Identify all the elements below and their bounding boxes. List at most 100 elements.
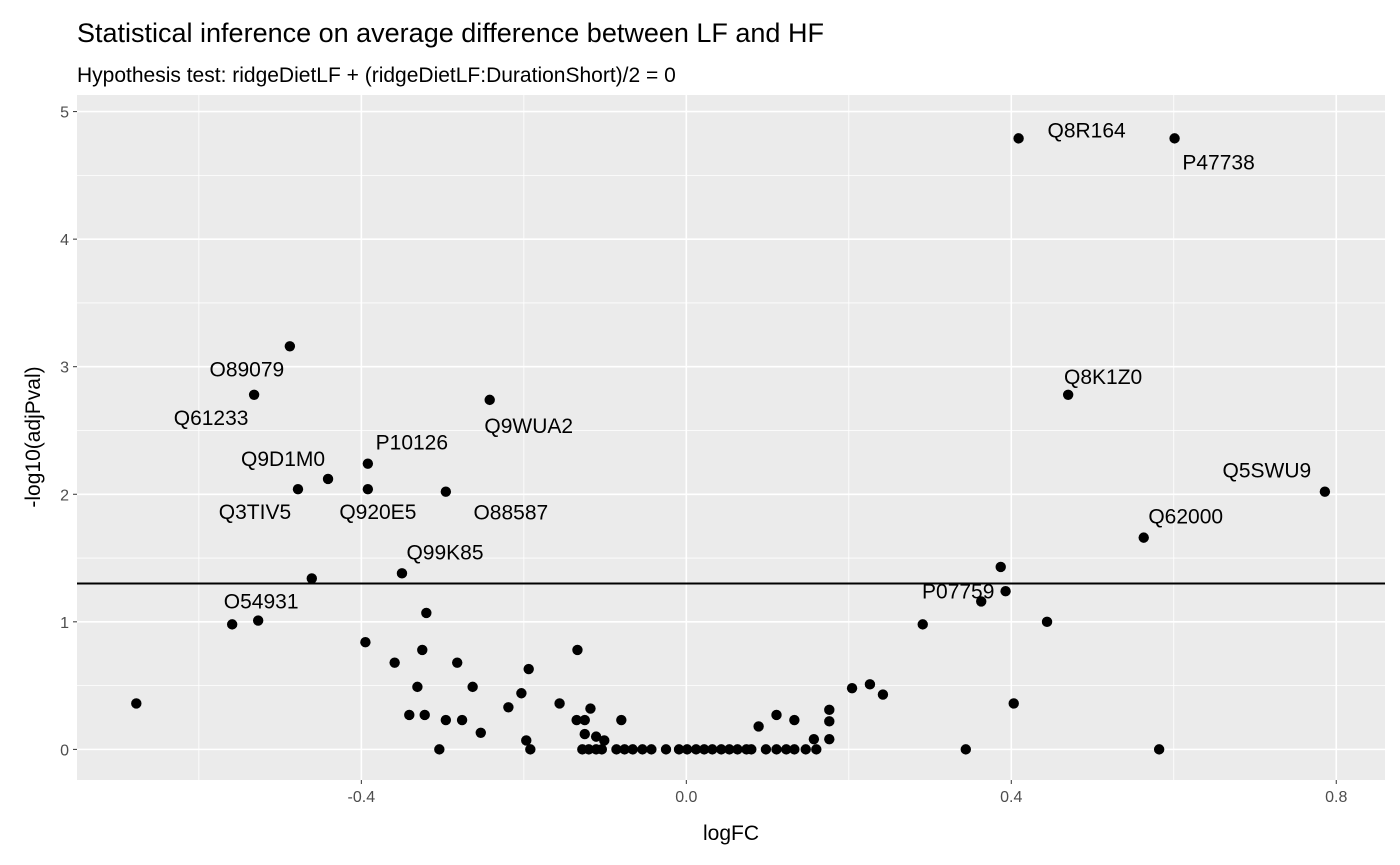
- point-label: O54931: [224, 591, 299, 614]
- data-point: [619, 744, 630, 755]
- data-point: [583, 744, 595, 755]
- data-point: [456, 714, 468, 726]
- data-point: [976, 596, 987, 607]
- point-label: Q62000: [1148, 506, 1223, 529]
- point-label: O88587: [473, 502, 548, 525]
- y-axis-label: -log10(adjPval): [22, 366, 45, 507]
- data-point: [440, 486, 452, 497]
- data-point: [412, 681, 423, 693]
- data-point: [389, 657, 400, 668]
- data-point: [360, 637, 371, 648]
- data-point: [554, 698, 565, 709]
- y-tick-label: 2: [60, 487, 69, 504]
- data-points: [131, 133, 1331, 755]
- data-point: [660, 744, 672, 755]
- data-point: [404, 709, 415, 721]
- data-point: [811, 744, 822, 755]
- data-point: [292, 483, 304, 495]
- data-point: [707, 744, 718, 755]
- y-tick-label: 3: [60, 360, 69, 377]
- data-point: [698, 744, 710, 755]
- data-point: [434, 744, 445, 755]
- data-point: [995, 561, 1006, 573]
- x-tick-label: -0.4: [348, 789, 376, 806]
- axis-ticks: -0.4 0.0 0.4 0.8 0 1 2 3 4 5: [60, 105, 1347, 806]
- data-point: [960, 744, 971, 755]
- data-point: [616, 714, 627, 726]
- data-point: [226, 619, 238, 630]
- data-point: [627, 744, 638, 755]
- data-point: [637, 744, 648, 755]
- data-point: [284, 341, 296, 352]
- data-point: [585, 703, 596, 714]
- data-point: [690, 744, 702, 755]
- point-label: Q9D1M0: [241, 448, 325, 471]
- data-point: [396, 568, 408, 579]
- point-label: Q99K85: [406, 541, 483, 564]
- data-point: [1013, 133, 1024, 144]
- data-point: [419, 709, 430, 721]
- data-point: [824, 704, 835, 716]
- data-point: [1008, 698, 1019, 709]
- data-point: [1041, 616, 1053, 628]
- y-tick-label: 4: [60, 232, 69, 249]
- data-point: [421, 607, 432, 619]
- data-point: [1138, 532, 1149, 543]
- data-point: [681, 744, 693, 755]
- data-point: [760, 744, 772, 755]
- data-point: [523, 663, 534, 675]
- point-label: O89079: [209, 358, 284, 381]
- data-point: [131, 698, 142, 709]
- data-point: [877, 689, 889, 700]
- data-point: [362, 458, 374, 469]
- data-point: [306, 573, 317, 584]
- data-point: [503, 702, 514, 713]
- data-point: [771, 709, 782, 721]
- data-point: [525, 744, 536, 755]
- data-point: [771, 744, 782, 755]
- data-point: [322, 473, 334, 485]
- chart-title: Statistical inference on average differe…: [77, 18, 824, 48]
- data-point: [440, 714, 452, 726]
- data-point: [599, 735, 610, 746]
- data-point: [846, 682, 858, 694]
- x-tick-label: 0.0: [675, 789, 697, 806]
- data-point: [596, 744, 608, 755]
- data-point: [716, 744, 727, 755]
- x-axis-label: logFC: [703, 822, 759, 845]
- data-point: [1000, 586, 1011, 597]
- point-labels: O54931 Q61233 O89079 Q3TIV5 Q9D1M0 P10126 Q920…: [174, 119, 1311, 613]
- data-point: [417, 644, 428, 656]
- data-point: [452, 657, 463, 668]
- data-point: [475, 727, 486, 739]
- data-point: [590, 731, 602, 742]
- y-tick-label: 0: [60, 742, 69, 759]
- point-label: Q9WUA2: [484, 415, 573, 438]
- data-point: [579, 714, 590, 726]
- plot-panel: [77, 95, 1385, 780]
- data-point: [572, 644, 583, 656]
- data-point: [1169, 133, 1180, 144]
- data-point: [724, 744, 735, 755]
- data-point: [800, 744, 811, 755]
- y-tick-label: 1: [60, 615, 69, 632]
- data-point: [917, 619, 928, 630]
- point-label: Q8K1Z0: [1064, 366, 1142, 389]
- data-point: [808, 733, 820, 745]
- point-label: Q8R164: [1047, 119, 1126, 142]
- data-point: [746, 744, 757, 755]
- point-label: Q5SWU9: [1223, 460, 1312, 483]
- data-point: [824, 733, 835, 745]
- data-point: [516, 688, 527, 699]
- data-point: [611, 744, 622, 755]
- data-point: [1153, 744, 1165, 755]
- point-label: Q61233: [174, 407, 249, 430]
- data-point: [781, 744, 792, 755]
- data-point: [673, 744, 685, 755]
- x-tick-label: 0.4: [1000, 789, 1022, 806]
- data-point: [484, 394, 495, 406]
- point-label: Q920E5: [339, 501, 416, 524]
- data-point: [248, 389, 260, 400]
- point-label: P47738: [1182, 151, 1254, 174]
